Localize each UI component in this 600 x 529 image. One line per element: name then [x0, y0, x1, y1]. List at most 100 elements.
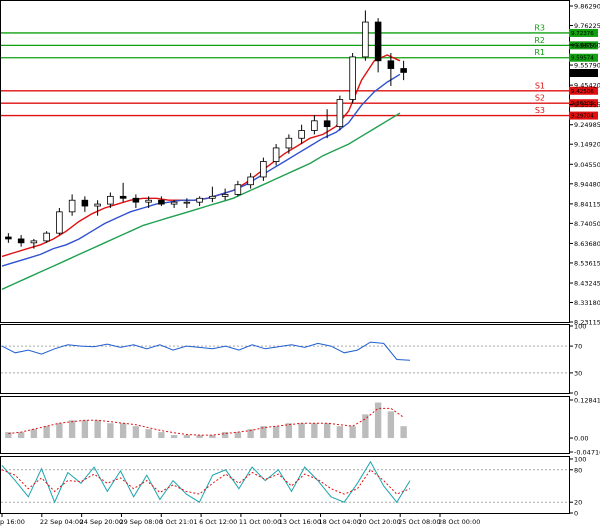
price-tick-label: 9.55790	[574, 62, 600, 70]
stochastic-tick-label: 100	[574, 456, 586, 464]
level-price-tag-text: 9.72376	[571, 31, 594, 37]
level-price-tag-text: 9.65975	[571, 43, 594, 49]
level-price-tag-text: 9.59574	[571, 56, 594, 62]
price-tick-label: 9.35355	[574, 101, 600, 109]
macd-signal-line	[8, 407, 404, 436]
time-tick-label: 20 Oct 20:00	[358, 518, 400, 526]
level-name-s1: S1	[535, 81, 545, 90]
level-name-s2: S2	[535, 94, 545, 103]
time-tick-label: 6 Oct 12:00	[199, 518, 237, 526]
level-price-tag	[569, 111, 598, 120]
candle-body	[119, 195, 127, 199]
candle-body	[374, 21, 382, 62]
stochastic-tick-label: 20	[574, 499, 582, 507]
candle-body	[285, 137, 293, 149]
candle-body	[183, 201, 191, 204]
price-tick-label: 9.76225	[574, 22, 600, 30]
time-tick-label: 24 Sep 20:00	[80, 518, 123, 526]
candle-body	[362, 21, 369, 58]
candle-body	[43, 232, 50, 242]
candle-body	[260, 161, 267, 178]
candle-body	[56, 211, 63, 234]
rsi-tick-label: 100	[574, 323, 586, 331]
candle-body	[298, 130, 305, 139]
time-tick-label: 11 Oct 00:00	[239, 518, 281, 526]
price-tick-label: 8.23115	[574, 319, 600, 327]
price-tick-label: 9.66160	[574, 41, 600, 49]
current-price-tag	[569, 69, 598, 78]
price-tick-label: 8.84115	[574, 200, 600, 208]
level-price-tag	[569, 99, 598, 108]
stochastic-panel: 100 80 20 0	[1, 456, 586, 518]
stochastic-main-line	[1, 460, 411, 504]
candle-body	[400, 68, 407, 73]
candle-body	[17, 238, 25, 244]
level-price-tag	[569, 28, 598, 37]
candle-body	[170, 201, 178, 205]
time-tick-label: p 16:00	[0, 518, 25, 526]
macd-panel: 0.128413 0.00 -0.047167	[5, 397, 600, 457]
price-tick-label: 8.63680	[574, 240, 600, 248]
current-price-text: 9.51690	[571, 71, 594, 77]
price-tick-label: 8.43245	[574, 280, 600, 288]
time-tick-label: 13 Oct 16:00	[279, 518, 321, 526]
rsi-tick-label: 0	[574, 390, 578, 398]
time-tick-label: 29 Sep 08:00	[119, 518, 162, 526]
rsi-panel-frame	[0, 324, 570, 394]
level-price-tag-text: 9.42506	[571, 89, 594, 95]
rsi-panel: 100 70 30 0	[1, 323, 586, 398]
candle-body	[387, 60, 395, 69]
candle-body	[234, 184, 242, 195]
macd-tick-label: 0.00	[574, 435, 588, 443]
price-tick-label: 8.53615	[574, 259, 600, 267]
candle-body	[94, 203, 101, 207]
macd-tick-label: -0.047167	[574, 449, 600, 457]
price-tick-label: 8.74050	[574, 220, 600, 228]
candle-body	[272, 147, 280, 162]
time-tick-label: 18 Oct 04:00	[319, 518, 361, 526]
stochastic-panel-frame	[0, 456, 570, 514]
candle-body	[336, 99, 344, 128]
level-price-tag	[569, 41, 598, 50]
candle-body	[247, 176, 254, 186]
candle-body	[209, 195, 216, 199]
candle-body	[107, 195, 114, 205]
time-tick-label: 25 Oct 08:00	[398, 518, 440, 526]
candle-body	[81, 199, 89, 207]
level-price-tag	[569, 86, 598, 95]
level-name-r2: R2	[534, 36, 545, 45]
price-tick-label: 9.24985	[574, 121, 600, 129]
candle-body	[196, 197, 203, 203]
price-tick-label: 9.04550	[574, 161, 600, 169]
time-tick-label: 3 Oct 21:01	[159, 518, 197, 526]
candle-body	[323, 120, 331, 128]
price-tick-label: 8.33180	[574, 299, 600, 307]
level-name-r3: R3	[534, 23, 545, 32]
rsi-tick-label: 70	[574, 343, 582, 351]
price-tick-label: 9.45420	[574, 82, 600, 90]
stochastic-tick-label: 0	[574, 510, 578, 518]
level-name-r1: R1	[534, 48, 545, 57]
candle-body	[311, 120, 318, 131]
level-price-tag-text: 9.36105	[571, 101, 594, 107]
candle-body	[132, 197, 140, 203]
time-tick-label: 28 Oct 00:00	[438, 518, 480, 526]
candle-body	[5, 236, 12, 240]
rsi-line	[1, 341, 411, 361]
rsi-tick-label: 30	[574, 369, 582, 377]
price-tick-label: 9.86290	[574, 3, 600, 11]
candle-body	[30, 240, 38, 244]
candle-body	[145, 199, 152, 203]
stochastic-signal-line	[1, 469, 411, 495]
time-tick-label: 22 Sep 04:00	[40, 518, 83, 526]
candle-body	[68, 199, 76, 213]
stochastic-tick-label: 80	[574, 466, 582, 474]
price-tick-label: 9.14920	[574, 141, 600, 149]
candle-body	[349, 56, 356, 100]
candle-body	[221, 194, 229, 197]
level-price-tag	[569, 53, 598, 62]
moving-average-line-2	[1, 112, 401, 290]
macd-tick-label: 0.128413	[574, 397, 600, 405]
